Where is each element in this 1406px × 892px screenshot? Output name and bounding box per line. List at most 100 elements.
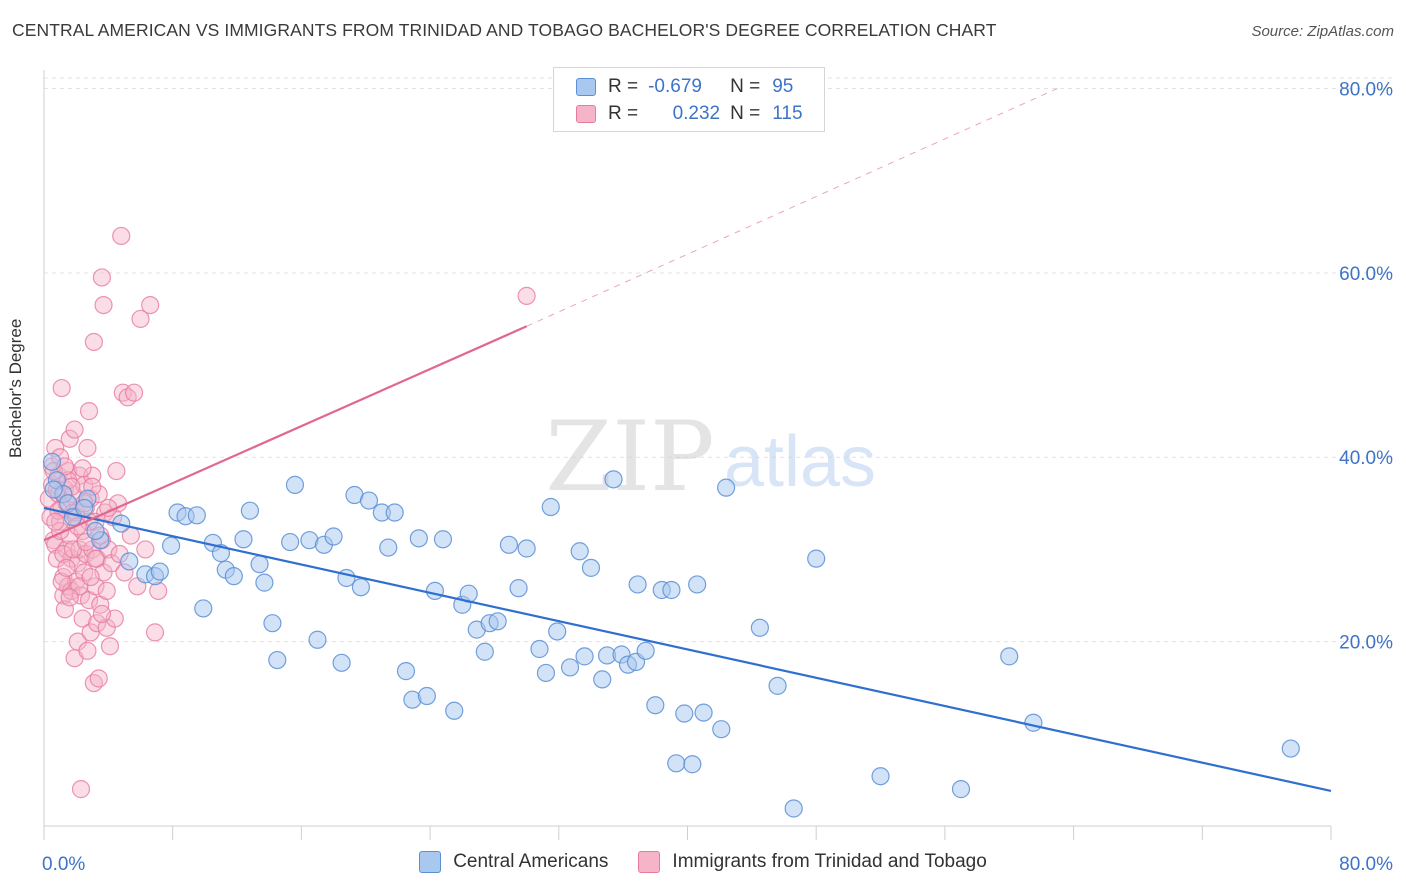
data-point-central-americans — [667, 754, 686, 773]
data-point-central-americans — [120, 552, 139, 571]
data-point-trinidad-tobago — [145, 623, 165, 642]
data-point-central-americans — [1281, 739, 1300, 758]
legend-swatch-blue — [576, 78, 596, 96]
data-point-central-americans — [784, 799, 803, 818]
legend-swatch-central-americans — [419, 851, 442, 873]
y-axis-label: Bachelor's Degree — [6, 318, 25, 458]
data-point-trinidad-tobago — [92, 268, 112, 287]
data-point-trinidad-tobago — [100, 637, 120, 656]
data-point-trinidad-tobago — [55, 600, 75, 619]
gridlines — [44, 77, 1392, 643]
data-point-central-americans — [636, 641, 655, 660]
data-point-trinidad-tobago — [124, 383, 144, 402]
x-tick-label-max: 80.0% — [1339, 854, 1393, 875]
data-point-trinidad-tobago — [54, 544, 73, 564]
blue-series-points — [42, 452, 1300, 818]
data-point-central-americans — [86, 521, 105, 541]
data-point-central-americans — [44, 480, 63, 499]
legend-n-value-blue: 95 — [772, 76, 794, 97]
data-point-trinidad-tobago — [71, 780, 91, 799]
data-point-central-americans — [683, 755, 702, 774]
data-point-central-americans — [1024, 713, 1043, 732]
data-point-central-americans — [712, 720, 731, 739]
data-point-trinidad-tobago — [73, 459, 92, 478]
data-point-trinidad-tobago — [52, 378, 71, 398]
legend-r-value-blue: -0.679 — [648, 76, 702, 97]
data-point-trinidad-tobago — [149, 581, 168, 601]
data-point-central-americans — [530, 639, 549, 659]
data-point-trinidad-tobago — [97, 581, 116, 601]
legend-n-value-pink: 115 — [772, 103, 803, 124]
data-point-trinidad-tobago — [131, 309, 150, 329]
data-point-trinidad-tobago — [94, 295, 113, 315]
data-point-central-americans — [951, 780, 971, 799]
data-point-central-americans — [662, 580, 681, 600]
legend-item-central-americans: Central Americans — [419, 851, 608, 873]
data-point-central-americans — [548, 622, 567, 641]
data-point-trinidad-tobago — [84, 332, 103, 352]
data-point-central-americans — [871, 767, 890, 786]
data-point-central-americans — [536, 663, 556, 683]
data-point-trinidad-tobago — [78, 641, 97, 660]
trend-line-trinidad-tobago-extension — [526, 87, 1058, 327]
data-point-trinidad-tobago — [517, 286, 536, 305]
data-point-trinidad-tobago — [79, 402, 99, 421]
data-point-central-americans — [308, 630, 327, 649]
tick-labels: 20.0% 40.0% 60.0% 80.0% 0.0% 80.0% — [42, 79, 1393, 875]
trend-lines — [43, 87, 1332, 793]
data-point-trinidad-tobago — [92, 604, 112, 624]
data-point-central-americans — [332, 653, 351, 672]
data-point-trinidad-tobago — [141, 295, 160, 315]
data-point-central-americans — [541, 497, 560, 517]
series-legend: Central Americans Immigrants from Trinid… — [0, 851, 1406, 873]
data-point-trinidad-tobago — [107, 461, 126, 481]
y-tick-label: 60.0% — [1339, 264, 1393, 285]
data-point-central-americans — [359, 491, 379, 510]
data-point-central-americans — [509, 579, 528, 598]
data-point-central-americans — [560, 658, 580, 677]
data-point-central-americans — [517, 539, 536, 558]
data-point-central-americans — [750, 618, 769, 637]
legend-label-trinidad-tobago: Immigrants from Trinidad and Tobago — [672, 851, 987, 872]
data-point-central-americans — [379, 538, 398, 557]
data-point-central-americans — [417, 686, 436, 706]
legend-item-trinidad-tobago: Immigrants from Trinidad and Tobago — [638, 851, 987, 873]
data-point-central-americans — [807, 549, 826, 568]
data-point-trinidad-tobago — [65, 420, 84, 439]
legend-row-pink: R = 0.232 N = 115 — [576, 102, 803, 126]
data-point-central-americans — [385, 503, 404, 522]
data-point-trinidad-tobago — [81, 567, 100, 587]
trend-line-central-americans — [43, 506, 1332, 793]
data-point-central-americans — [768, 676, 787, 695]
data-point-central-americans — [646, 696, 665, 715]
data-point-central-americans — [488, 612, 507, 631]
data-point-central-americans — [150, 562, 169, 581]
data-point-central-americans — [281, 532, 300, 552]
data-point-central-americans — [575, 647, 594, 666]
data-point-central-americans — [255, 573, 274, 592]
data-point-central-americans — [324, 527, 343, 546]
data-point-central-americans — [42, 452, 62, 471]
data-point-trinidad-tobago — [86, 549, 105, 568]
data-point-central-americans — [433, 530, 453, 549]
watermark-atlas: atlas — [724, 422, 876, 502]
legend-r-value-pink: 0.232 — [672, 103, 721, 124]
legend-swatch-pink — [576, 105, 596, 123]
y-tick-label: 80.0% — [1339, 79, 1393, 100]
data-point-central-americans — [187, 506, 206, 525]
data-point-trinidad-tobago — [112, 226, 131, 246]
axes — [43, 70, 1332, 840]
data-point-central-americans — [396, 662, 416, 681]
data-point-trinidad-tobago — [86, 577, 105, 596]
data-point-central-americans — [499, 535, 519, 554]
legend-n-label: N = — [730, 76, 761, 97]
data-point-central-americans — [234, 530, 253, 549]
data-point-central-americans — [425, 581, 445, 601]
data-point-trinidad-tobago — [60, 429, 79, 448]
data-point-trinidad-tobago — [78, 438, 97, 458]
data-point-central-americans — [268, 650, 287, 670]
legend-r-label: R = — [608, 76, 639, 97]
watermark-zip: ZIP — [545, 401, 714, 513]
data-point-central-americans — [224, 567, 243, 586]
